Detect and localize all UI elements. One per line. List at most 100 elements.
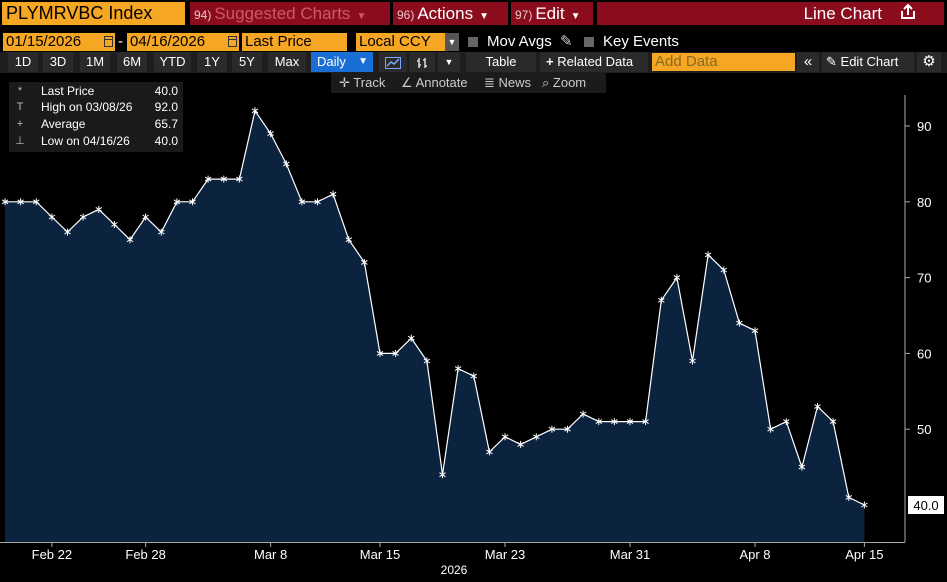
data-point	[626, 418, 634, 426]
data-point	[220, 175, 228, 183]
chart-tools-bar: ✛ Track ∠ Annotate ≣ News ⌕ Zoom	[331, 73, 606, 93]
period-1y-button[interactable]: 1Y	[197, 52, 227, 72]
data-point	[408, 334, 415, 342]
data-point	[158, 228, 165, 236]
table-button[interactable]: Table	[466, 52, 536, 72]
edit-chart-button[interactable]: ✎ Edit Chart	[822, 52, 914, 72]
period-6m-button[interactable]: 6M	[117, 52, 147, 72]
series-line	[5, 109, 865, 506]
chart-type-bar: Line Chart	[597, 2, 944, 25]
data-point	[189, 198, 196, 206]
price-field-select[interactable]: Last Price	[242, 33, 347, 51]
data-point	[33, 198, 40, 206]
legend-value: 40.0	[154, 134, 178, 148]
data-point	[111, 221, 118, 228]
chart-type-label[interactable]: Line Chart	[803, 4, 882, 23]
data-point	[17, 198, 24, 206]
data-point	[658, 296, 665, 304]
data-point	[329, 190, 337, 198]
data-point	[142, 213, 149, 221]
data-point	[267, 130, 274, 138]
data-point	[829, 418, 837, 426]
data-point	[283, 160, 290, 168]
track-tool[interactable]: ✛ Track	[339, 73, 385, 93]
period-max-button[interactable]: Max	[268, 52, 306, 72]
currency-dropdown-icon[interactable]: ▼	[445, 33, 459, 51]
currency-select[interactable]: Local CCY	[356, 33, 445, 51]
news-label: News	[498, 75, 532, 90]
x-tick-label: Feb 22	[32, 547, 72, 562]
news-icon: ≣	[484, 75, 495, 90]
crosshair-icon: ✛	[339, 75, 350, 90]
data-point	[720, 266, 728, 274]
calendar-icon[interactable]	[228, 36, 237, 47]
end-date-field[interactable]: 04/16/2026	[127, 33, 239, 51]
data-point	[454, 365, 462, 373]
data-point	[845, 493, 853, 501]
period-1d-button[interactable]: 1D	[8, 52, 38, 72]
data-point	[64, 228, 71, 236]
actions-menu[interactable]: 96) Actions ▼	[393, 2, 508, 25]
y-tick-label: 90	[917, 119, 931, 134]
data-point	[95, 205, 103, 213]
last-value-box	[908, 496, 944, 514]
export-icon[interactable]	[899, 2, 917, 28]
add-data-input[interactable]: Add Data	[652, 53, 795, 71]
period-ytd-button[interactable]: YTD	[154, 52, 191, 72]
x-tick-label: Apr 15	[845, 547, 883, 562]
calendar-icon[interactable]	[104, 36, 113, 47]
mov-avgs-checkbox[interactable]	[468, 37, 478, 47]
data-point	[689, 357, 696, 365]
x-tick-label: Mar 8	[254, 547, 287, 562]
ticker-field[interactable]: PLYMRVBC Index	[2, 2, 185, 25]
news-tool[interactable]: ≣ News	[484, 73, 531, 93]
gear-icon[interactable]: ⚙	[917, 52, 941, 72]
start-date-field[interactable]: 01/15/2026	[3, 33, 115, 51]
date-separator: -	[118, 33, 123, 50]
actions-number: 96)	[397, 8, 415, 22]
legend-symbol: T	[16, 101, 24, 113]
data-point	[126, 236, 134, 244]
suggested-charts-menu[interactable]: 94) Suggested Charts ▼	[190, 2, 390, 25]
track-label: Track	[353, 75, 386, 90]
period-1m-button[interactable]: 1M	[80, 52, 110, 72]
legend-value: 92.0	[154, 100, 178, 114]
bar-chart-icon[interactable]	[409, 52, 435, 72]
data-point	[611, 418, 618, 426]
zoom-tool[interactable]: ⌕ Zoom	[542, 73, 586, 93]
y-tick-label: 70	[917, 271, 931, 286]
x-tick-label: Mar 23	[485, 547, 525, 562]
frequency-select[interactable]: Daily ▼	[311, 52, 373, 72]
legend-label: Average	[41, 117, 86, 131]
line-chart-icon[interactable]	[379, 52, 407, 72]
chart-legend: * Last Price 40.0 T High on 03/08/26 92.…	[9, 82, 183, 152]
data-point	[470, 372, 478, 380]
key-events-label: Key Events	[603, 33, 679, 50]
pencil-icon[interactable]: ✎	[560, 33, 573, 50]
legend-symbol: ⊥	[15, 135, 25, 147]
data-point	[798, 463, 806, 471]
data-point	[767, 425, 774, 433]
zoom-label: Zoom	[552, 75, 587, 90]
data-point	[298, 198, 306, 206]
period-5y-button[interactable]: 5Y	[232, 52, 262, 72]
related-data-button[interactable]: + Related Data	[540, 52, 648, 72]
chevron-down-icon: ▼	[570, 11, 581, 22]
data-point	[486, 448, 493, 456]
annotate-tool[interactable]: ∠ Annotate	[401, 73, 468, 93]
chevron-down-icon[interactable]: ▼	[438, 52, 460, 72]
last-value-label: 40.0	[913, 498, 938, 513]
x-tick-label: Mar 15	[360, 547, 400, 562]
key-events-checkbox[interactable]	[584, 37, 594, 47]
magnifier-icon: ⌕	[542, 75, 550, 90]
x-tick-label: Apr 8	[739, 547, 770, 562]
start-date-value: 01/15/2026	[6, 33, 82, 50]
period-3d-button[interactable]: 3D	[43, 52, 73, 72]
edit-menu[interactable]: 97) Edit ▼	[511, 2, 593, 25]
data-point	[783, 418, 790, 426]
x-tick-label: Mar 31	[610, 547, 650, 562]
collapse-icon[interactable]: «	[797, 52, 819, 72]
data-point	[392, 349, 399, 357]
data-point	[548, 425, 556, 433]
